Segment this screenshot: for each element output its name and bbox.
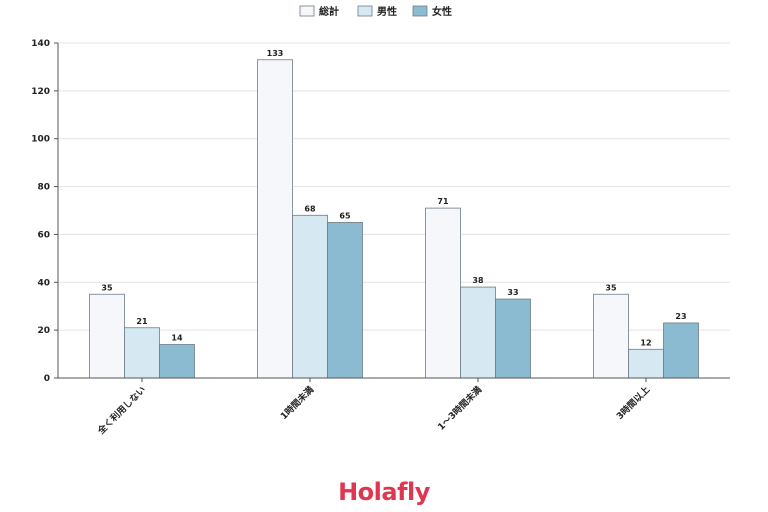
data-label: 35 bbox=[101, 283, 113, 292]
y-tick-label: 100 bbox=[31, 135, 50, 145]
bar-2-1 bbox=[124, 327, 160, 379]
chart-gridlines bbox=[58, 42, 730, 331]
bar-2-4 bbox=[628, 348, 664, 379]
bar-3-2 bbox=[327, 222, 363, 379]
data-label: 14 bbox=[171, 334, 183, 343]
y-tick-label: 0 bbox=[44, 374, 50, 384]
bar-1-4 bbox=[593, 293, 629, 379]
bar-chart: 総計 男性 女性 0 20 40 60 80 100 120 140 35 21 14 全く利用しない 13… bbox=[31, 5, 730, 438]
brand-name: Holafly bbox=[338, 478, 430, 506]
x-tick-label: 1〜3時間未満 bbox=[435, 384, 484, 433]
y-tick-label: 120 bbox=[31, 87, 50, 97]
legend-label: 女性 bbox=[432, 5, 452, 18]
data-label: 35 bbox=[605, 283, 617, 292]
data-label: 12 bbox=[640, 338, 651, 347]
chart-bars bbox=[89, 59, 699, 379]
y-tick-label: 20 bbox=[37, 326, 50, 336]
legend-swatch bbox=[357, 5, 373, 17]
brand-logo: Holafly bbox=[0, 478, 768, 506]
chart-axes bbox=[54, 42, 730, 382]
bar-1-2 bbox=[257, 59, 293, 379]
x-tick-label: 全く利用しない bbox=[94, 384, 148, 438]
bar-3-3 bbox=[495, 298, 531, 379]
chart-legend: 総計 男性 女性 bbox=[299, 5, 452, 18]
data-label: 23 bbox=[675, 312, 686, 321]
legend-label: 男性 bbox=[377, 5, 397, 18]
data-label: 133 bbox=[267, 49, 284, 58]
data-label: 21 bbox=[136, 317, 148, 326]
bar-2-3 bbox=[460, 286, 496, 379]
data-label: 68 bbox=[304, 204, 316, 213]
data-label: 65 bbox=[339, 211, 351, 220]
legend-swatch bbox=[412, 5, 428, 17]
bar-3-1 bbox=[159, 344, 195, 379]
legend-label: 総計 bbox=[319, 5, 339, 18]
bar-3-4 bbox=[663, 322, 699, 379]
y-tick-label: 40 bbox=[37, 278, 50, 288]
legend-swatch bbox=[299, 5, 315, 17]
y-tick-label: 60 bbox=[37, 230, 50, 240]
x-tick-label: 1時間未満 bbox=[278, 384, 316, 422]
data-label: 38 bbox=[472, 276, 484, 285]
y-tick-label: 140 bbox=[31, 39, 50, 49]
x-tick-label: 3時間以上 bbox=[614, 384, 652, 422]
bar-1-1 bbox=[89, 293, 125, 379]
bar-2-2 bbox=[292, 214, 328, 379]
y-tick-label: 80 bbox=[37, 183, 50, 193]
data-label: 71 bbox=[437, 197, 449, 206]
bar-1-3 bbox=[425, 207, 461, 379]
data-label: 33 bbox=[507, 288, 518, 297]
